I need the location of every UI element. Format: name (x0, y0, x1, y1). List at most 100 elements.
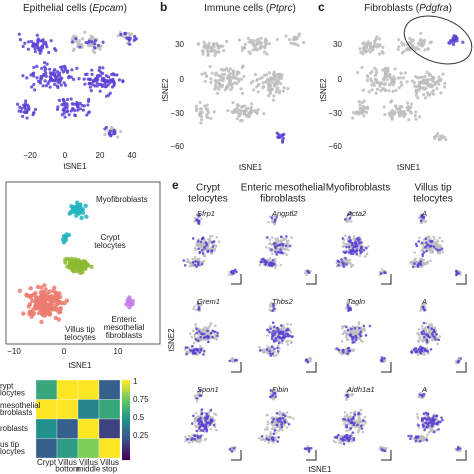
cell-dot (272, 74, 277, 78)
cell-dot (345, 332, 348, 335)
cell-dot (239, 87, 243, 91)
cell-dot (291, 417, 295, 420)
cell-dot (65, 104, 69, 108)
gene-label: Spon1 (197, 385, 219, 394)
cell-dot (266, 328, 269, 332)
cell-dot (279, 324, 283, 327)
cell-dot (416, 412, 419, 416)
cell-dot (362, 248, 366, 252)
cell-dot (358, 107, 362, 111)
cell-dot (362, 328, 365, 332)
cell-dot (32, 111, 36, 115)
cell-dot (84, 262, 90, 267)
cell-dot (342, 265, 346, 268)
cell-dot (55, 107, 60, 111)
cell-dot (63, 115, 67, 119)
cell-dot (273, 340, 276, 343)
cell-dot (272, 214, 276, 218)
cell-dot (60, 103, 64, 107)
cell-dot (457, 359, 461, 363)
cell-dot (309, 446, 313, 450)
cell-dot (198, 257, 201, 261)
cell-dot (393, 67, 397, 71)
cell-dot (353, 413, 357, 416)
cell-dot (362, 324, 366, 328)
cell-dot (222, 49, 226, 53)
cell-dot (274, 395, 277, 398)
cell-dot (357, 412, 360, 416)
cell-dot (221, 79, 225, 83)
cell-dot (353, 410, 357, 414)
cell-dot (207, 340, 210, 344)
cell-dot (259, 438, 263, 442)
cell-dot (36, 41, 40, 45)
cell-dot (433, 422, 436, 425)
cell-dot (368, 41, 373, 45)
cell-dot (201, 52, 205, 56)
cell-dot (432, 92, 436, 96)
cell-dot (288, 244, 292, 248)
cell-dot (272, 329, 275, 333)
cell-dot (31, 41, 36, 46)
cell-dot (307, 448, 311, 451)
cell-dot (85, 72, 89, 76)
cell-dot (65, 106, 69, 110)
row-label: rypt (0, 381, 14, 390)
cell-dot (417, 115, 422, 119)
cell-dot (348, 236, 351, 239)
cell-dot (268, 324, 272, 328)
cell-dot (408, 36, 412, 40)
cell-dot (46, 305, 52, 310)
cell-dot (344, 234, 347, 238)
cell-dot (386, 66, 390, 71)
cell-dot (39, 309, 45, 315)
cell-dot (275, 253, 278, 256)
cell-dot (432, 235, 436, 239)
cell-dot (255, 85, 259, 89)
cell-dot (430, 322, 433, 326)
cluster-label: Myofibroblasts (96, 195, 148, 204)
colorbar-step (122, 408, 130, 411)
cell-dot (417, 424, 420, 427)
cell-dot (274, 250, 277, 254)
cell-dot (400, 83, 404, 87)
cell-dot (424, 246, 427, 249)
cell-dot (87, 39, 91, 43)
cell-dot (408, 48, 412, 52)
cluster-label: telocytes (94, 241, 126, 250)
group-label: fibroblasts (260, 194, 306, 205)
cell-dot (254, 46, 258, 51)
gene-label: Grem1 (197, 297, 220, 306)
cell-dot (262, 73, 267, 77)
cell-dot (391, 79, 395, 84)
cell-dot (341, 325, 344, 328)
cell-dot (210, 250, 213, 253)
cell-dot (285, 426, 289, 429)
cell-dot (206, 50, 210, 54)
cell-dot (52, 73, 57, 77)
cell-dot (105, 79, 109, 83)
group-label: telocytes (188, 194, 227, 205)
cell-dot (410, 434, 413, 438)
cell-dot (434, 414, 438, 418)
cell-dot (274, 354, 278, 357)
cell-dot (234, 76, 238, 80)
cell-dot (280, 140, 285, 144)
cell-dot (206, 326, 209, 330)
cell-dot (359, 330, 363, 334)
cell-dot (345, 393, 349, 397)
cell-dot (385, 70, 389, 74)
cell-dot (279, 417, 282, 420)
cell-dot (42, 306, 47, 312)
cell-dot (272, 94, 276, 98)
colorbar-step (122, 410, 130, 413)
cell-dot (77, 42, 81, 46)
cell-dot (235, 73, 239, 77)
cell-dot (45, 62, 49, 66)
cell-dot (76, 258, 81, 263)
colorbar-step (122, 412, 130, 415)
cell-dot (428, 41, 432, 45)
cell-dot (78, 101, 82, 105)
cell-dot (240, 48, 245, 52)
heatmap-cell (56, 379, 79, 400)
